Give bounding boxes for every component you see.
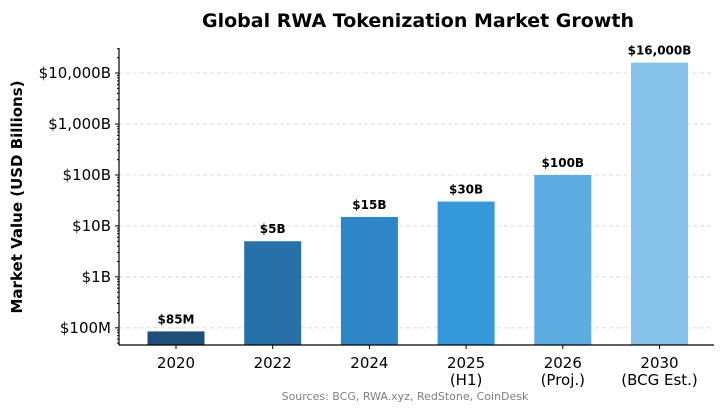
bars: $85M $5B $15B $30B $100B $16,000B [147,44,692,346]
sources-note: Sources: BCG, RWA.xyz, RedStone, CoinDes… [282,390,529,403]
y-tick-label: $10,000B [39,64,111,82]
bar [437,201,495,345]
grid-lines [119,72,714,329]
data-label: $85M [158,312,195,326]
x-tick-label: (BCG Est.) [621,371,698,389]
x-tick-label: 2026 [544,354,582,372]
bar [340,216,398,345]
bar [534,174,592,345]
bar [631,62,688,346]
x-tick-label: 2030 [640,354,678,372]
y-tick-label: $1,000B [48,115,111,133]
bar [147,331,205,345]
data-label: $100B [542,156,585,170]
axes: $100M $1B $10B $100B $1,000B $10,000B 2020 2022… [39,48,714,389]
chart-title: Global RWA Tokenization Market Growth [202,10,634,32]
x-tick-label: 2024 [350,354,388,372]
data-label: $5B [260,222,286,236]
x-tick-label: 2020 [157,354,195,372]
x-tick-label: (H1) [450,371,483,389]
y-tick-label: $10B [72,217,111,235]
data-label: $16,000B [628,44,692,58]
bar [244,241,302,345]
x-tick-label: (Proj.) [541,371,585,389]
x-tick-label: 2025 [447,354,485,372]
data-label: $30B [449,183,483,197]
y-tick-label: $1B [82,268,111,286]
y-tick-label: $100M [60,319,111,337]
data-label: $15B [352,198,386,212]
y-axis-label: Market Value (USD Billions) [8,81,26,314]
x-tick-label: 2022 [254,354,292,372]
y-tick-label: $100B [63,166,111,184]
